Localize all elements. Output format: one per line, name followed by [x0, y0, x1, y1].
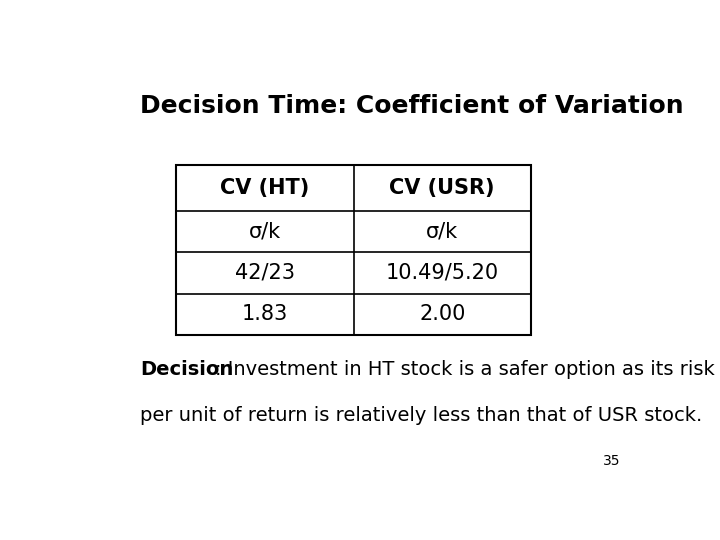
Text: 10.49/5.20: 10.49/5.20	[386, 263, 499, 283]
Text: 1.83: 1.83	[242, 305, 288, 325]
Bar	[176, 165, 531, 335]
Text: Decision: Decision	[140, 360, 233, 379]
Text: Decision Time: Coefficient of Variation: Decision Time: Coefficient of Variation	[140, 94, 684, 118]
Text: 2.00: 2.00	[419, 305, 465, 325]
Text: 42/23: 42/23	[235, 263, 295, 283]
Text: 35: 35	[603, 454, 620, 468]
Text: σ/k: σ/k	[249, 221, 281, 241]
Text: CV (HT): CV (HT)	[220, 178, 310, 198]
Text: : Investment in HT stock is a safer option as its risk: : Investment in HT stock is a safer opti…	[215, 360, 715, 379]
Text: σ/k: σ/k	[426, 221, 459, 241]
Text: CV (USR): CV (USR)	[390, 178, 495, 198]
Text: per unit of return is relatively less than that of USR stock.: per unit of return is relatively less th…	[140, 406, 703, 425]
